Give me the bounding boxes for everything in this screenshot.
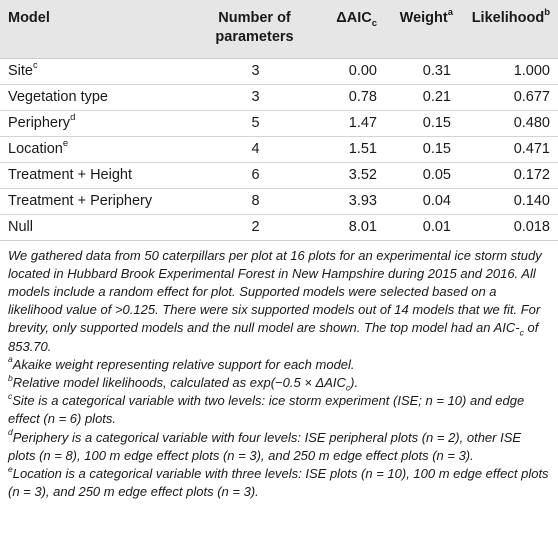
cell-weight: 0.05 — [422, 166, 451, 183]
header-delta-aic-sub: c — [371, 17, 377, 29]
model-selection-table: Model Number of parameters ΔAICc Weighta… — [0, 0, 558, 240]
header-weight-sup: a — [447, 7, 453, 19]
table-row: Treatment + Height 6 3.52 0.05 0.172 — [0, 162, 558, 188]
cell-delta-aic: 1.47 — [348, 114, 377, 131]
cell-weight: 0.04 — [422, 192, 451, 209]
cell-model: Treatment + Periphery — [8, 192, 153, 209]
header-likelihood-sup: b — [544, 7, 550, 19]
header-weight: Weighta — [399, 7, 453, 26]
cell-likelihood: 1.000 — [513, 62, 550, 79]
table-row: Treatment + Periphery 8 3.93 0.04 0.140 — [0, 188, 558, 214]
cell-delta-aic: 0.00 — [348, 62, 377, 79]
cell-likelihood: 0.172 — [513, 166, 550, 183]
cell-model: Treatment + Height — [8, 166, 132, 183]
cell-model: Peripheryd — [8, 111, 76, 131]
cell-model: Null — [8, 218, 33, 235]
cell-weight: 0.21 — [422, 88, 451, 105]
cell-model: Sitec — [8, 59, 38, 79]
cell-delta-aic: 0.78 — [348, 88, 377, 105]
footnote-d: dPeriphery is a categorical variable wit… — [8, 427, 522, 463]
cell-weight: 0.15 — [422, 140, 451, 157]
table-row: Sitec 3 0.00 0.31 1.000 — [0, 58, 558, 84]
cell-params: 2 — [251, 218, 260, 235]
cell-params: 6 — [251, 166, 260, 183]
cell-params: 4 — [251, 140, 260, 157]
cell-likelihood: 0.471 — [513, 140, 550, 157]
table-row: Locatione 4 1.51 0.15 0.471 — [0, 136, 558, 162]
cell-params: 3 — [251, 88, 260, 105]
cell-likelihood: 0.677 — [513, 88, 550, 105]
cell-likelihood: 0.480 — [513, 114, 550, 131]
cell-delta-aic: 3.52 — [348, 166, 377, 183]
cell-likelihood: 0.018 — [513, 218, 550, 235]
header-num-line1: Number of — [218, 10, 291, 26]
table-row: Peripheryd 5 1.47 0.15 0.480 — [0, 110, 558, 136]
table-row: Vegetation type 3 0.78 0.21 0.677 — [0, 84, 558, 110]
footnote-main: We gathered data from 50 caterpillars pe… — [8, 247, 542, 354]
cell-weight: 0.01 — [422, 218, 451, 235]
cell-model: Locatione — [8, 137, 69, 157]
threshold-value: >0.125 — [114, 302, 156, 318]
cell-delta-aic: 3.93 — [348, 192, 377, 209]
table-footnotes: We gathered data from 50 caterpillars pe… — [0, 239, 558, 502]
footnote-b: bRelative model likelihoods, calculated … — [8, 372, 359, 393]
table-header-row: Model Number of parameters ΔAICc Weighta… — [0, 0, 558, 58]
footnote-a: aAkaike weight representing relative sup… — [8, 354, 355, 372]
cell-weight: 0.31 — [422, 62, 451, 79]
model-selection-table-container: Model Number of parameters ΔAICc Weighta… — [0, 0, 558, 502]
header-delta-aic: ΔAICc — [336, 10, 377, 29]
cell-likelihood: 0.140 — [513, 192, 550, 209]
header-number-of-parameters: Number of parameters — [188, 0, 303, 58]
header-num-line2: parameters — [215, 29, 294, 45]
footnote-e: eLocation is a categorical variable with… — [8, 463, 549, 500]
header-likelihood: Likelihoodb — [471, 7, 550, 26]
header-model: Model — [8, 10, 50, 26]
cell-params: 5 — [251, 114, 260, 131]
cell-model: Vegetation type — [8, 88, 108, 105]
footnote-c: cSite is a categorical variable with two… — [8, 390, 525, 427]
cell-params: 8 — [251, 192, 260, 209]
table-row: Null 2 8.01 0.01 0.018 — [0, 214, 558, 240]
cell-params: 3 — [251, 62, 260, 79]
cell-delta-aic: 8.01 — [348, 218, 377, 235]
cell-delta-aic: 1.51 — [348, 140, 377, 157]
cell-weight: 0.15 — [422, 114, 451, 131]
